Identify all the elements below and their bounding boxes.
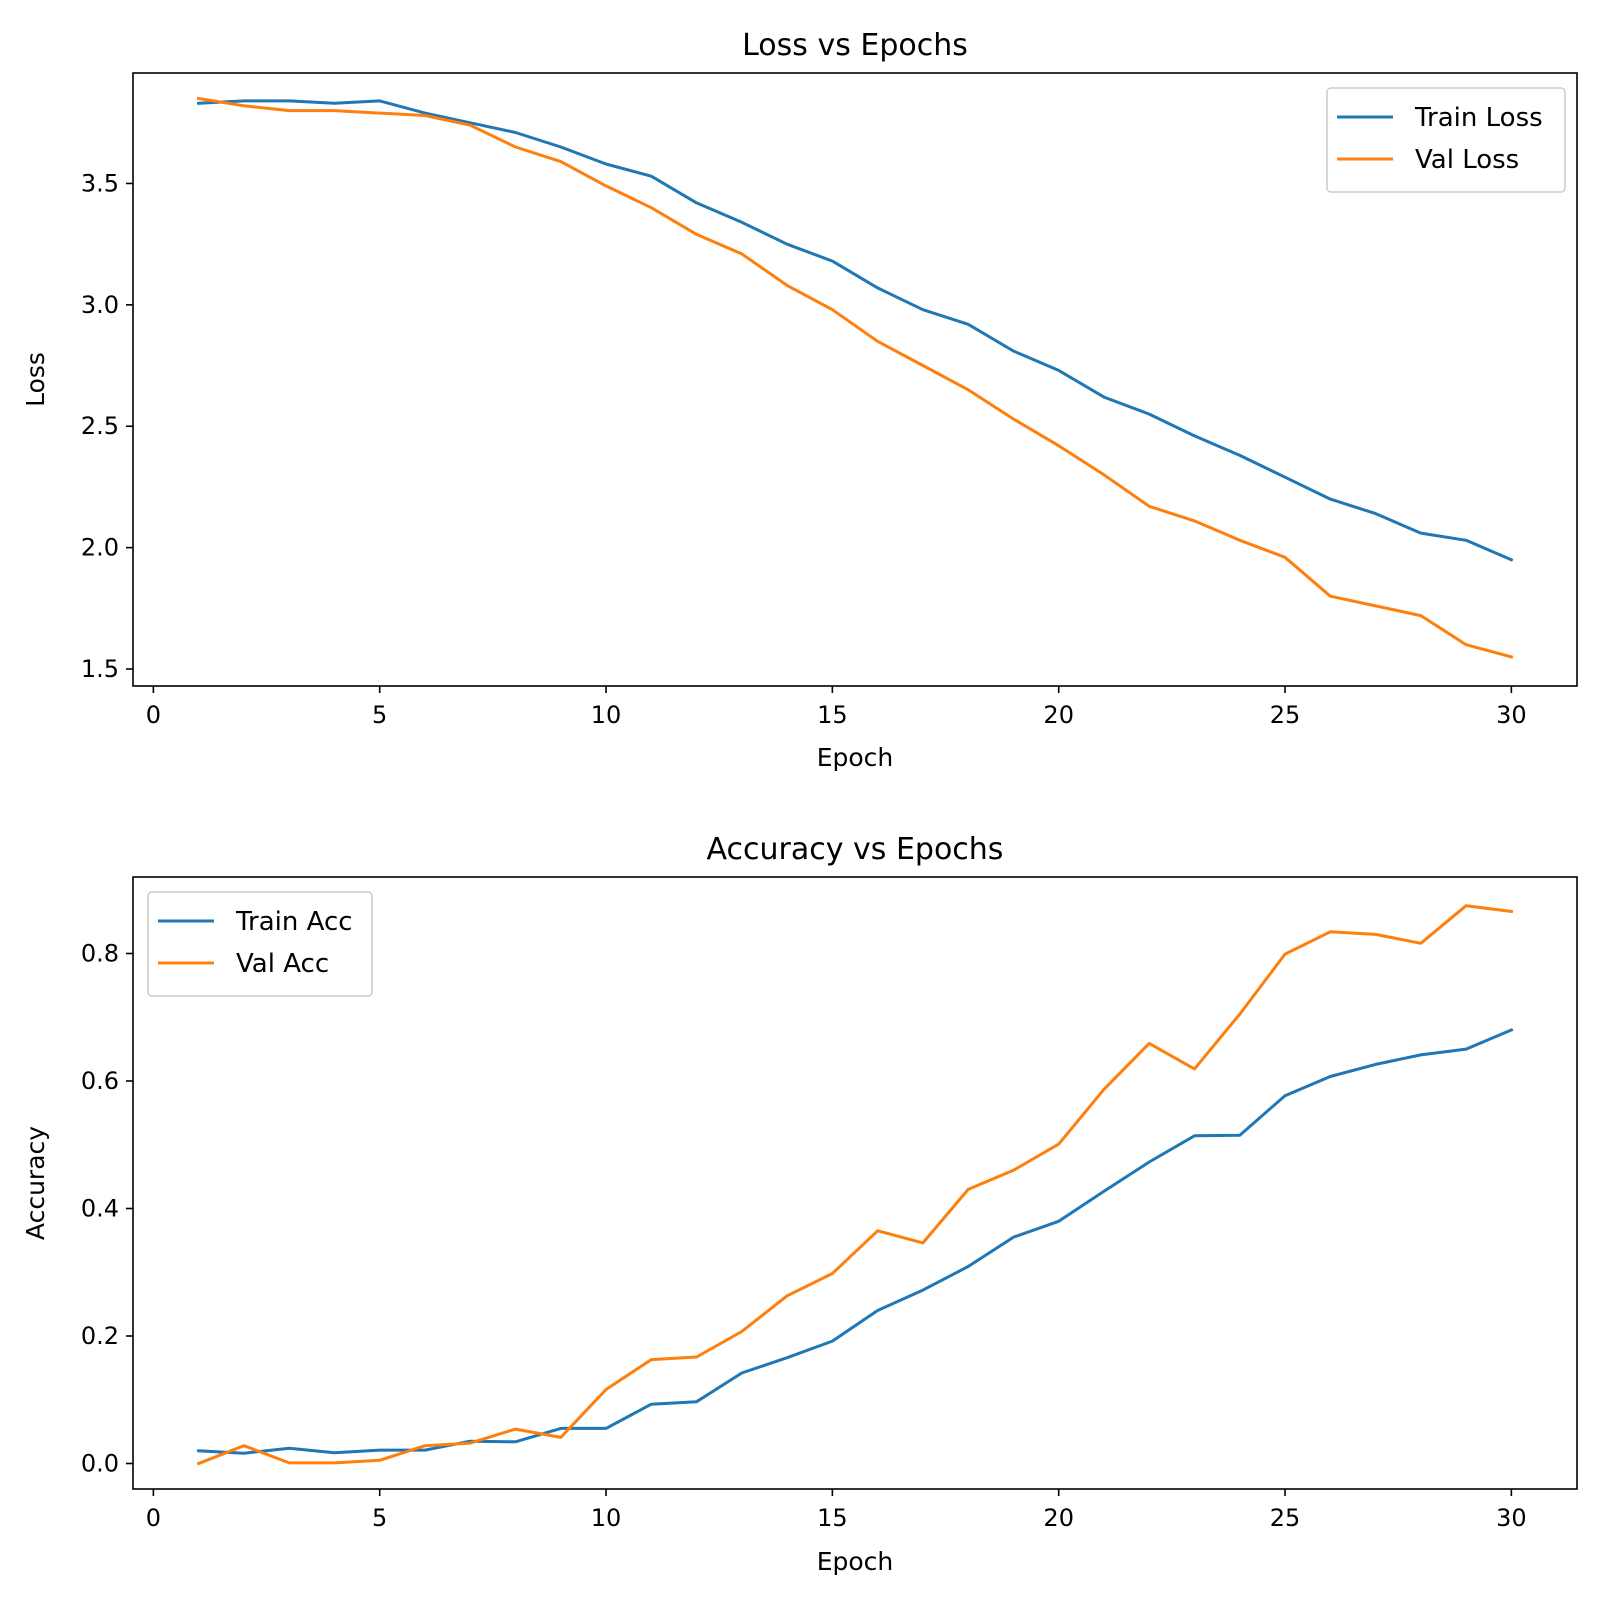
accuracy-y-tick-label: 0.0 <box>81 1450 119 1478</box>
accuracy-y-tick-label: 0.4 <box>81 1195 119 1223</box>
accuracy-x-tick-label: 10 <box>591 1504 622 1532</box>
accuracy-x-tick-label: 20 <box>1043 1504 1074 1532</box>
loss-legend-box <box>1326 87 1566 193</box>
loss-chart-title: Loss vs Epochs <box>742 28 968 63</box>
accuracy-legend-label-train-acc: Train Acc <box>235 907 353 937</box>
accuracy-chart-panel: Accuracy vs Epochs 0 5 10 15 20 25 30 0.0 0.2 0.4 0… <box>21 832 1578 1576</box>
accuracy-x-tick-label: 30 <box>1496 1504 1527 1532</box>
loss-x-tick-label: 10 <box>591 701 622 729</box>
accuracy-series-group <box>196 904 1514 1466</box>
loss-legend-label-train-loss: Train Loss <box>1414 103 1543 133</box>
loss-y-tick-label: 2.5 <box>81 412 119 440</box>
loss-x-axis-label: Epoch <box>817 743 894 772</box>
accuracy-x-tick-label: 15 <box>817 1504 848 1532</box>
accuracy-legend-box <box>147 891 373 997</box>
accuracy-x-axis-label: Epoch <box>817 1547 894 1576</box>
loss-legend: Train Loss Val Loss <box>1326 87 1566 193</box>
accuracy-y-axis-label: Accuracy <box>21 1126 50 1240</box>
loss-x-tick-label: 5 <box>372 701 387 729</box>
accuracy-legend-label-val-acc: Val Acc <box>236 949 329 979</box>
loss-y-tick-label: 3.0 <box>81 291 119 319</box>
loss-series-line-train-loss <box>197 99 1514 562</box>
loss-axes-frame <box>132 72 1578 687</box>
loss-x-tick-label: 30 <box>1496 701 1527 729</box>
loss-series-group <box>196 96 1514 659</box>
loss-x-tick-label: 25 <box>1270 701 1301 729</box>
accuracy-y-tick-label: 0.8 <box>81 940 119 968</box>
accuracy-y-tick-label: 0.6 <box>81 1067 119 1095</box>
accuracy-legend: Train Acc Val Acc <box>147 891 373 997</box>
loss-series-line-val-loss <box>196 96 1514 659</box>
loss-y-tick-label: 2.0 <box>81 534 119 562</box>
accuracy-series-line-train-acc <box>197 1028 1514 1455</box>
accuracy-series-line-val-acc <box>196 904 1514 1466</box>
loss-y-axis-label: Loss <box>21 352 50 407</box>
accuracy-x-tick-label: 25 <box>1270 1504 1301 1532</box>
loss-y-tick-label: 3.5 <box>81 169 119 197</box>
loss-chart-panel: Loss vs Epochs 0 5 10 15 20 25 30 1.5 2.0 2.5 3.0 3.… <box>21 28 1578 772</box>
loss-x-tick-label: 0 <box>146 701 161 729</box>
loss-x-tick-label: 20 <box>1043 701 1074 729</box>
accuracy-x-tick-label: 0 <box>146 1504 161 1532</box>
loss-x-tick-label: 15 <box>817 701 848 729</box>
accuracy-chart-title: Accuracy vs Epochs <box>707 832 1004 867</box>
accuracy-x-tick-label: 5 <box>372 1504 387 1532</box>
loss-legend-label-val-loss: Val Loss <box>1415 145 1519 175</box>
accuracy-axes-frame <box>132 876 1578 1490</box>
loss-y-tick-label: 1.5 <box>81 655 119 683</box>
accuracy-y-tick-label: 0.2 <box>81 1322 119 1350</box>
